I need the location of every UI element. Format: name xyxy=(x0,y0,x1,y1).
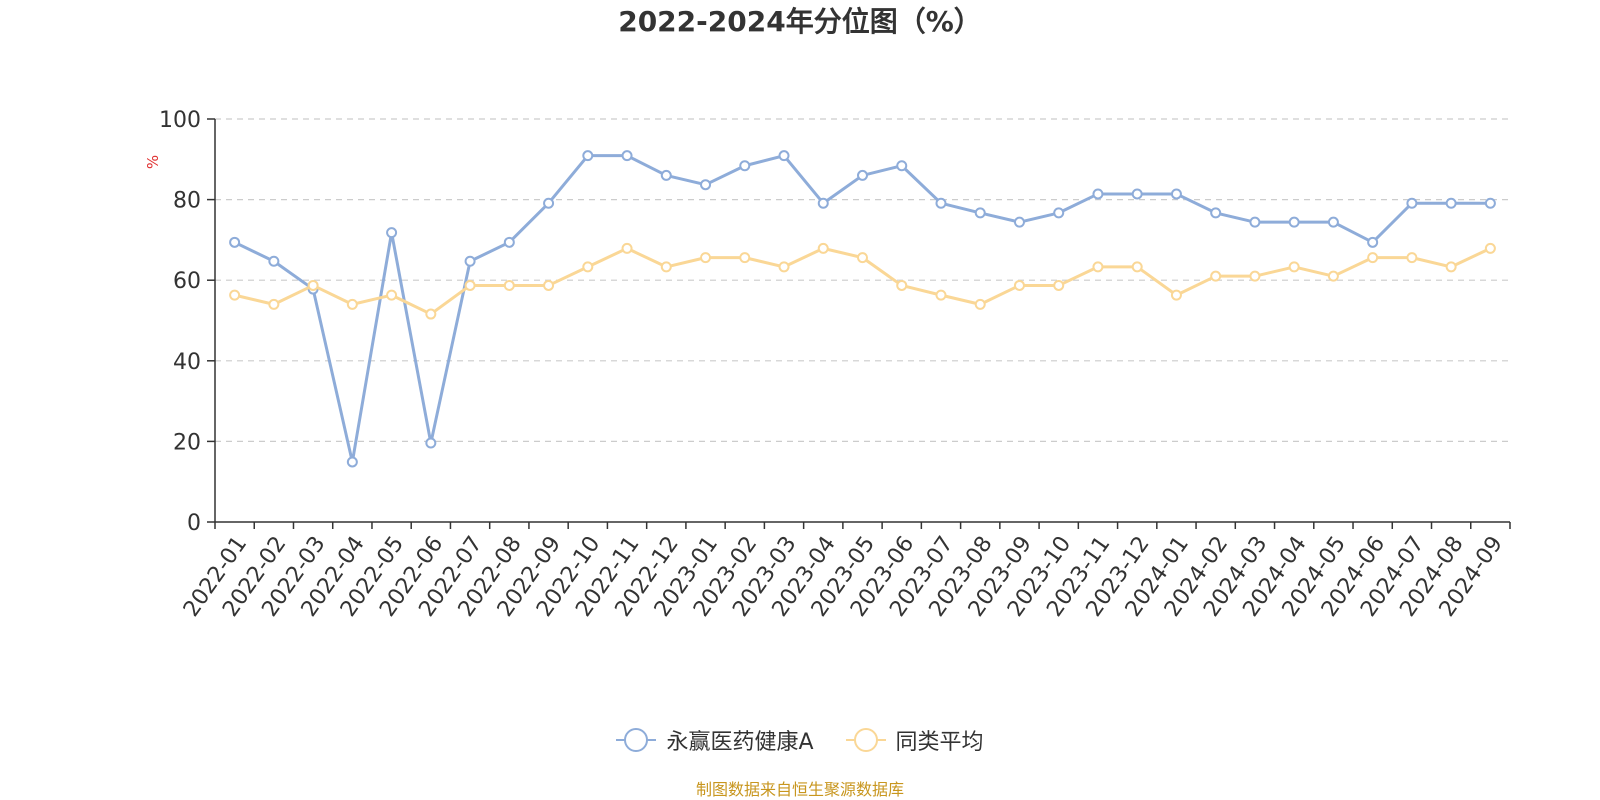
y-tick-label: 80 xyxy=(173,189,201,214)
series-2-point[interactable] xyxy=(1249,270,1261,282)
series-2-point[interactable] xyxy=(817,242,829,254)
legend-label: 同类平均 xyxy=(895,730,984,755)
series-2-point[interactable] xyxy=(660,261,672,273)
legend-item-1[interactable]: 永赢医药健康A xyxy=(616,724,814,756)
series-2-point[interactable] xyxy=(503,279,515,291)
series-2-point[interactable] xyxy=(1445,261,1457,273)
series-2-point[interactable] xyxy=(229,289,241,301)
series-1-point[interactable] xyxy=(621,150,633,162)
series-2-point[interactable] xyxy=(1131,261,1143,273)
series-1-point[interactable] xyxy=(1092,188,1104,200)
series-2-point[interactable] xyxy=(935,289,947,301)
series-1-point[interactable] xyxy=(1327,216,1339,228)
series-2-point[interactable] xyxy=(464,279,476,291)
series-2-point[interactable] xyxy=(1013,279,1025,291)
series-2-point[interactable] xyxy=(1327,270,1339,282)
legend-item-2[interactable]: 同类平均 xyxy=(845,724,984,756)
y-axis-unit-label: % xyxy=(144,155,162,169)
series-1-point[interactable] xyxy=(386,227,398,239)
chart-title: 2022-2024年分位图（%） xyxy=(618,5,982,38)
series-1-point[interactable] xyxy=(974,207,986,219)
legend-marker-icon xyxy=(845,727,886,753)
series-1-point[interactable] xyxy=(857,169,868,181)
series-1-point[interactable] xyxy=(543,197,555,209)
series-2-point[interactable] xyxy=(582,261,594,273)
series-1-point[interactable] xyxy=(503,236,515,248)
series-2-point[interactable] xyxy=(700,252,712,264)
series-2-point[interactable] xyxy=(621,242,633,254)
y-tick-label: 100 xyxy=(159,108,201,133)
series-2-point[interactable] xyxy=(1406,252,1418,264)
series-1-point[interactable] xyxy=(1013,216,1025,228)
series-1-point[interactable] xyxy=(582,150,594,162)
series-2-point[interactable] xyxy=(1288,261,1300,273)
series-1-point[interactable] xyxy=(1445,197,1457,209)
series-2-point[interactable] xyxy=(1053,279,1065,291)
legend-label: 永赢医药健康A xyxy=(666,730,814,755)
series-1-point[interactable] xyxy=(1131,188,1143,200)
series-2-point[interactable] xyxy=(1484,242,1496,254)
series-1-point[interactable] xyxy=(229,236,241,248)
series-2-point[interactable] xyxy=(268,298,280,310)
y-tick-label: 20 xyxy=(173,430,201,455)
series-2-point[interactable] xyxy=(974,298,986,310)
series-1-point[interactable] xyxy=(1288,216,1300,228)
series-1-point[interactable] xyxy=(425,437,437,449)
series-1-point[interactable] xyxy=(1170,188,1182,200)
series-2-point[interactable] xyxy=(739,252,751,264)
y-tick-label: 0 xyxy=(187,511,201,536)
series-1-point[interactable] xyxy=(1249,216,1261,228)
y-tick-label: 60 xyxy=(173,269,201,294)
series-1-point[interactable] xyxy=(739,160,751,172)
series-1-point[interactable] xyxy=(1367,236,1379,248)
chart-legend: 永赢医药健康A 同类平均 xyxy=(0,720,1600,760)
series-1-point[interactable] xyxy=(1484,197,1496,209)
series-1-point[interactable] xyxy=(660,169,672,181)
series-1-point[interactable] xyxy=(935,197,947,209)
series-2-point[interactable] xyxy=(346,298,358,310)
series-2-point[interactable] xyxy=(386,289,398,301)
series-1-point[interactable] xyxy=(1210,207,1222,219)
series-1-point[interactable] xyxy=(817,197,829,209)
series-1-point[interactable] xyxy=(268,255,280,267)
series-1-point[interactable] xyxy=(778,150,790,162)
series-1-point[interactable] xyxy=(464,255,476,267)
series-1-point[interactable] xyxy=(1053,207,1065,219)
series-1-point[interactable] xyxy=(346,456,358,468)
series-2-point[interactable] xyxy=(1367,252,1379,264)
series-2-point[interactable] xyxy=(1210,270,1222,282)
series-2-point[interactable] xyxy=(857,252,868,264)
series-1-point[interactable] xyxy=(896,160,908,172)
y-tick-label: 40 xyxy=(173,350,201,375)
series-2-point[interactable] xyxy=(307,279,319,291)
legend-marker-icon xyxy=(616,727,657,753)
data-source-note: 制图数据来自恒生聚源数据库 xyxy=(695,780,904,799)
series-2-point[interactable] xyxy=(778,261,790,273)
series-2-point[interactable] xyxy=(1170,289,1182,301)
series-2-point[interactable] xyxy=(896,279,908,291)
series-1-point[interactable] xyxy=(700,179,712,191)
series-1-point[interactable] xyxy=(1406,197,1418,209)
series-2-point[interactable] xyxy=(543,279,555,291)
series-2-point[interactable] xyxy=(425,308,437,320)
series-2-point[interactable] xyxy=(1092,261,1104,273)
